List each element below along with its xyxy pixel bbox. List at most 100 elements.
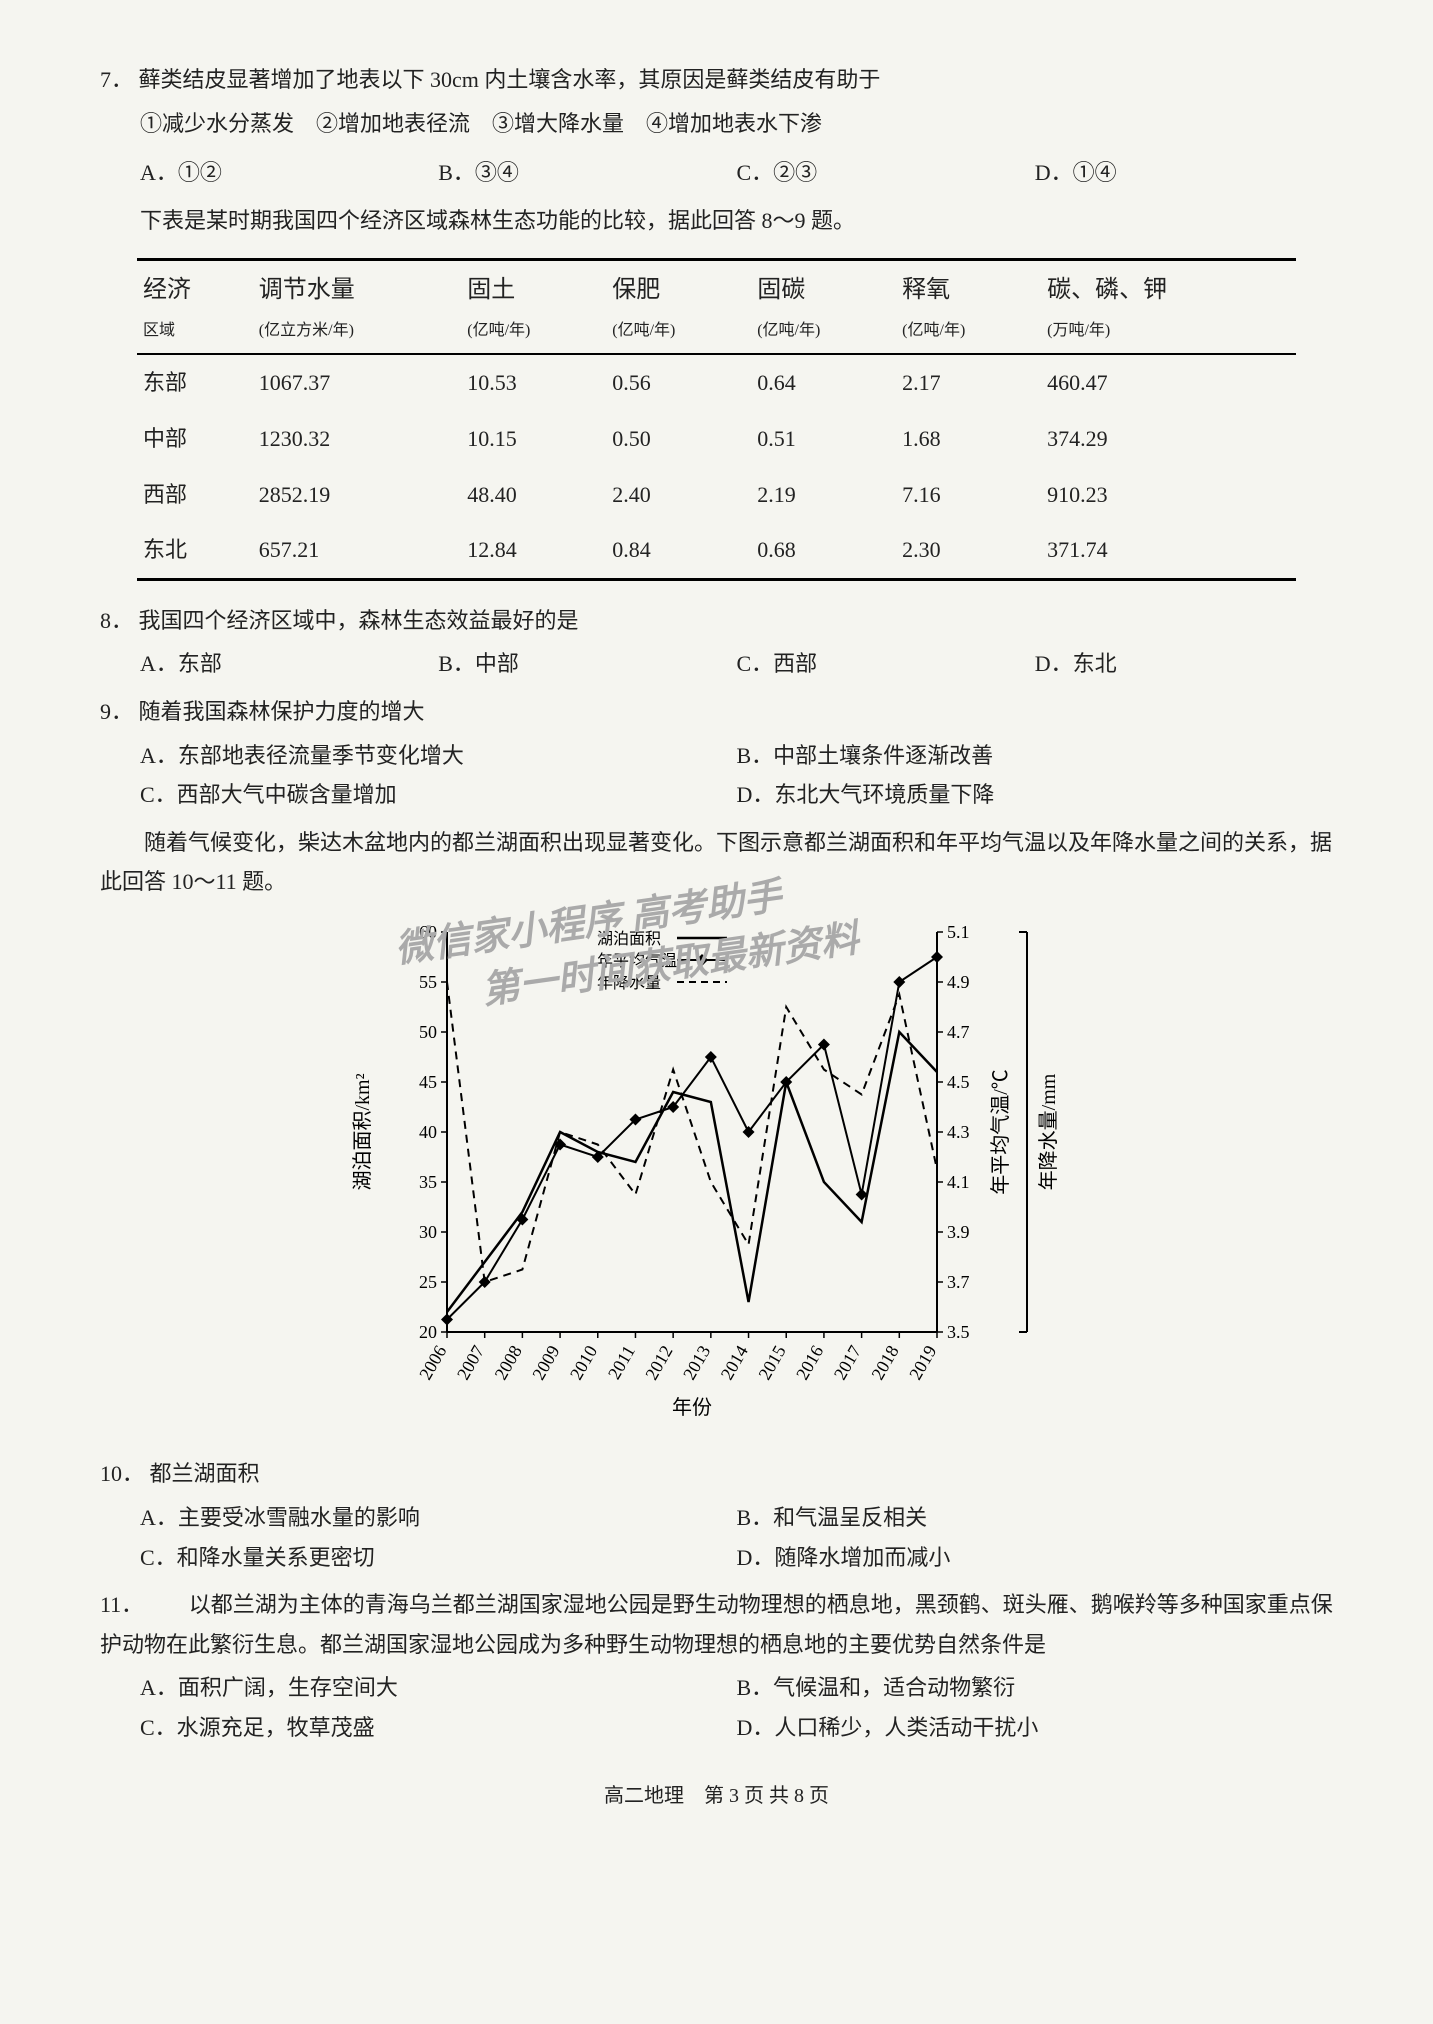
table-cell: 7.16 xyxy=(896,467,1041,523)
svg-text:年平均气温: 年平均气温 xyxy=(597,952,677,970)
svg-text:4.7: 4.7 xyxy=(947,1022,970,1042)
svg-text:45: 45 xyxy=(419,1072,437,1092)
svg-text:35: 35 xyxy=(419,1172,437,1192)
svg-text:4.9: 4.9 xyxy=(947,972,970,992)
page-footer: 高二地理 第 3 页 共 8 页 xyxy=(100,1778,1333,1814)
table-cell: 2.40 xyxy=(606,467,751,523)
svg-text:2016: 2016 xyxy=(792,1342,827,1383)
q7-opt-b: B．③④ xyxy=(438,153,736,193)
eco-table: 经济区域 调节水量(亿立方米/年) 固土(亿吨/年) 保肥(亿吨/年) 固碳(亿… xyxy=(137,258,1296,580)
q10-opt-a: A．主要受冰雪融水量的影响 xyxy=(140,1498,737,1538)
q7-text: 藓类结皮显著增加了地表以下 30cm 内土壤含水率，其原因是藓类结皮有助于 xyxy=(139,67,881,92)
svg-text:年降水量/mm: 年降水量/mm xyxy=(1037,1073,1060,1190)
svg-text:湖泊面积: 湖泊面积 xyxy=(597,930,661,948)
svg-text:50: 50 xyxy=(419,1022,437,1042)
q10-opt-c: C．和降水量关系更密切 xyxy=(140,1538,737,1578)
svg-text:4.5: 4.5 xyxy=(947,1072,970,1092)
table-cell: 460.47 xyxy=(1041,354,1296,411)
q9-text: 随着我国森林保护力度的增大 xyxy=(139,699,425,724)
table-cell: 10.15 xyxy=(461,411,606,467)
q8-opt-a: A．东部 xyxy=(140,644,438,684)
svg-text:5.1: 5.1 xyxy=(947,922,970,942)
q7-opt-d: D．①④ xyxy=(1035,153,1333,193)
table-cell: 12.84 xyxy=(461,522,606,579)
question-7: 7． 藓类结皮显著增加了地表以下 30cm 内土壤含水率，其原因是藓类结皮有助于… xyxy=(100,60,1333,193)
th-soil: 固土(亿吨/年) xyxy=(461,260,606,354)
table-cell: 371.74 xyxy=(1041,522,1296,579)
q9-options: A．东部地表径流量季节变化增大 B．中部土壤条件逐渐改善 C．西部大气中碳含量增… xyxy=(140,736,1333,815)
table-cell: 0.51 xyxy=(751,411,896,467)
q10-opt-d: D．随降水增加而减小 xyxy=(737,1538,1334,1578)
table-cell: 2.30 xyxy=(896,522,1041,579)
table-cell: 657.21 xyxy=(253,522,461,579)
table-cell: 10.53 xyxy=(461,354,606,411)
svg-text:25: 25 xyxy=(419,1272,437,1292)
q11-opt-b: B．气候温和，适合动物繁衍 xyxy=(737,1668,1334,1708)
table-intro: 下表是某时期我国四个经济区域森林生态功能的比较，据此回答 8～9 题。 xyxy=(140,201,1333,241)
th-carbon: 固碳(亿吨/年) xyxy=(751,260,896,354)
svg-text:2019: 2019 xyxy=(905,1342,940,1383)
table-cell: 0.56 xyxy=(606,354,751,411)
line-chart: 2025303540455055603.53.73.94.14.34.54.74… xyxy=(337,912,1097,1422)
q10-opt-b: B．和气温呈反相关 xyxy=(737,1498,1334,1538)
chart-intro: 随着气候变化，柴达木盆地内的都兰湖面积出现显著变化。下图示意都兰湖面积和年平均气… xyxy=(100,823,1333,902)
question-9: 9． 随着我国森林保护力度的增大 A．东部地表径流量季节变化增大 B．中部土壤条… xyxy=(100,692,1333,815)
table-cell: 东北 xyxy=(137,522,253,579)
q11-text: 以都兰湖为主体的青海乌兰都兰湖国家湿地公园是野生动物理想的栖息地，黑颈鹤、斑头雁… xyxy=(100,1592,1333,1657)
svg-text:2017: 2017 xyxy=(829,1342,864,1383)
q7-options: A．①② B．③④ C．②③ D．①④ xyxy=(140,153,1333,193)
chart-container: 微信家小程序 高考助手 第一时间获取最新资料 20253035404550556… xyxy=(337,912,1097,1435)
q8-opt-b: B．中部 xyxy=(438,644,736,684)
table-cell: 0.84 xyxy=(606,522,751,579)
svg-text:年份: 年份 xyxy=(672,1396,712,1419)
table-cell: 2852.19 xyxy=(253,467,461,523)
svg-text:2018: 2018 xyxy=(867,1342,902,1383)
svg-text:40: 40 xyxy=(419,1122,437,1142)
q7-number: 7． xyxy=(100,60,133,100)
table-cell: 0.50 xyxy=(606,411,751,467)
svg-text:2014: 2014 xyxy=(716,1342,751,1383)
q9-opt-b: B．中部土壤条件逐渐改善 xyxy=(737,736,1334,776)
svg-text:2010: 2010 xyxy=(565,1342,600,1383)
table-cell: 0.64 xyxy=(751,354,896,411)
svg-text:3.9: 3.9 xyxy=(947,1222,970,1242)
svg-text:年降水量: 年降水量 xyxy=(597,974,661,992)
q8-options: A．东部 B．中部 C．西部 D．东北 xyxy=(140,644,1333,684)
svg-text:30: 30 xyxy=(419,1222,437,1242)
th-cpk: 碳、磷、钾(万吨/年) xyxy=(1041,260,1296,354)
svg-text:湖泊面积/km²: 湖泊面积/km² xyxy=(351,1073,374,1190)
table-cell: 1.68 xyxy=(896,411,1041,467)
table-cell: 2.17 xyxy=(896,354,1041,411)
svg-text:20: 20 xyxy=(419,1322,437,1342)
svg-text:2008: 2008 xyxy=(490,1342,525,1383)
svg-text:2009: 2009 xyxy=(528,1342,563,1383)
table-cell: 374.29 xyxy=(1041,411,1296,467)
table-cell: 1067.37 xyxy=(253,354,461,411)
table-row: 西部2852.1948.402.402.197.16910.23 xyxy=(137,467,1296,523)
q8-opt-d: D．东北 xyxy=(1035,644,1333,684)
question-8: 8． 我国四个经济区域中，森林生态效益最好的是 A．东部 B．中部 C．西部 D… xyxy=(100,601,1333,684)
svg-text:3.7: 3.7 xyxy=(947,1272,970,1292)
table-cell: 0.68 xyxy=(751,522,896,579)
q9-opt-d: D．东北大气环境质量下降 xyxy=(737,775,1334,815)
q8-text: 我国四个经济区域中，森林生态效益最好的是 xyxy=(139,608,579,633)
table-row: 东北657.2112.840.840.682.30371.74 xyxy=(137,522,1296,579)
table-cell: 西部 xyxy=(137,467,253,523)
q11-opt-a: A．面积广阔，生存空间大 xyxy=(140,1668,737,1708)
q10-number: 10． xyxy=(100,1454,144,1494)
q11-opt-c: C．水源充足，牧草茂盛 xyxy=(140,1708,737,1748)
table-row: 中部1230.3210.150.500.511.68374.29 xyxy=(137,411,1296,467)
q7-opt-c: C．②③ xyxy=(737,153,1035,193)
th-fert: 保肥(亿吨/年) xyxy=(606,260,751,354)
svg-text:2015: 2015 xyxy=(754,1342,789,1383)
question-11: 11． 以都兰湖为主体的青海乌兰都兰湖国家湿地公园是野生动物理想的栖息地，黑颈鹤… xyxy=(100,1585,1333,1747)
table-header-row: 经济区域 调节水量(亿立方米/年) 固土(亿吨/年) 保肥(亿吨/年) 固碳(亿… xyxy=(137,260,1296,354)
q9-number: 9． xyxy=(100,692,133,732)
q8-number: 8． xyxy=(100,601,133,641)
svg-text:4.3: 4.3 xyxy=(947,1122,970,1142)
th-water: 调节水量(亿立方米/年) xyxy=(253,260,461,354)
svg-text:55: 55 xyxy=(419,972,437,992)
svg-text:2007: 2007 xyxy=(452,1342,487,1383)
table-cell: 中部 xyxy=(137,411,253,467)
svg-text:2012: 2012 xyxy=(641,1342,676,1383)
